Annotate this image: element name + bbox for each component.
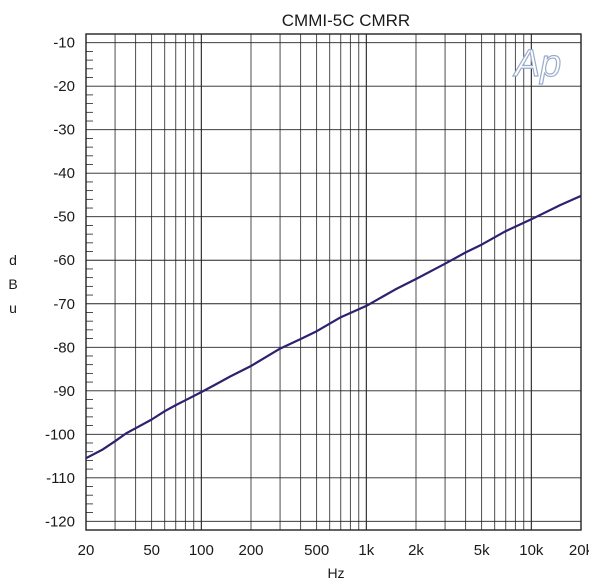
x-tick-label: 20 (78, 542, 95, 559)
y-tick-label: -20 (53, 78, 75, 95)
y-tick-label: -110 (46, 470, 75, 487)
plot-frame (85, 33, 582, 531)
y-tick-label: -50 (53, 209, 75, 226)
x-tick-label: 10k (519, 542, 544, 559)
y-tick-labels: -10 -20 -30 -40 -50 -60 -70 -80 -90 -100 -110 -120 (45, 35, 75, 531)
y-tick-label: -30 (53, 122, 75, 139)
x-tick-label: 200 (238, 542, 263, 559)
y-tick-label: -100 (45, 426, 75, 443)
ap-logo: Ap (512, 42, 562, 85)
y-axis-label-letter: B (8, 276, 17, 292)
x-tick-label: 5k (474, 542, 490, 559)
cmrr-series-line (85, 194, 582, 460)
grid (86, 34, 581, 530)
y-tick-label: -80 (53, 339, 75, 356)
x-tick-label: 50 (143, 542, 160, 559)
x-tick-label: 100 (189, 542, 214, 559)
y-axis-label-letter: d (9, 252, 17, 268)
y-axis-label: dBu (8, 252, 17, 316)
x-axis-label: Hz (327, 565, 344, 581)
y-tick-label: -10 (53, 35, 75, 52)
x-tick-label: 500 (304, 542, 329, 559)
x-tick-label: 1k (358, 542, 374, 559)
series-layer (85, 194, 582, 460)
y-tick-label: -90 (53, 383, 75, 400)
y-tick-label: -120 (45, 513, 75, 530)
plot-frame-rect (85, 33, 582, 531)
y-tick-label: -70 (53, 296, 75, 313)
y-tick-label: -60 (53, 252, 75, 269)
y-tick-label: -40 (53, 165, 75, 182)
x-tick-label: 2k (408, 542, 424, 559)
ap-logo-text: Ap (513, 43, 561, 85)
chart-title: CMMI-5C CMRR (282, 11, 410, 30)
y-axis-label-letter: u (9, 300, 17, 316)
x-tick-labels: 20 50 100 200 500 1k 2k 5k 10k 20k (78, 542, 589, 559)
x-tick-label: 20k (569, 542, 589, 559)
